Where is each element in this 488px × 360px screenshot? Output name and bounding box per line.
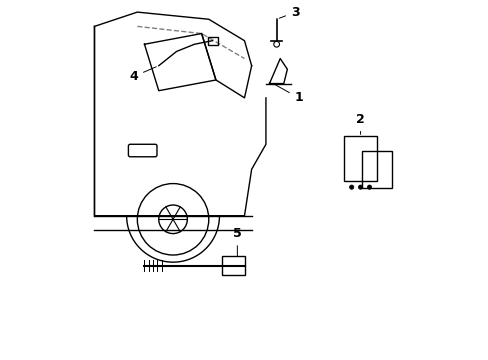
- Circle shape: [349, 185, 353, 189]
- Text: 1: 1: [275, 85, 303, 104]
- Circle shape: [366, 185, 371, 189]
- Text: 4: 4: [129, 67, 156, 83]
- Circle shape: [358, 185, 362, 189]
- Text: 2: 2: [355, 113, 364, 134]
- Text: 3: 3: [279, 6, 299, 19]
- Text: 5: 5: [232, 227, 241, 256]
